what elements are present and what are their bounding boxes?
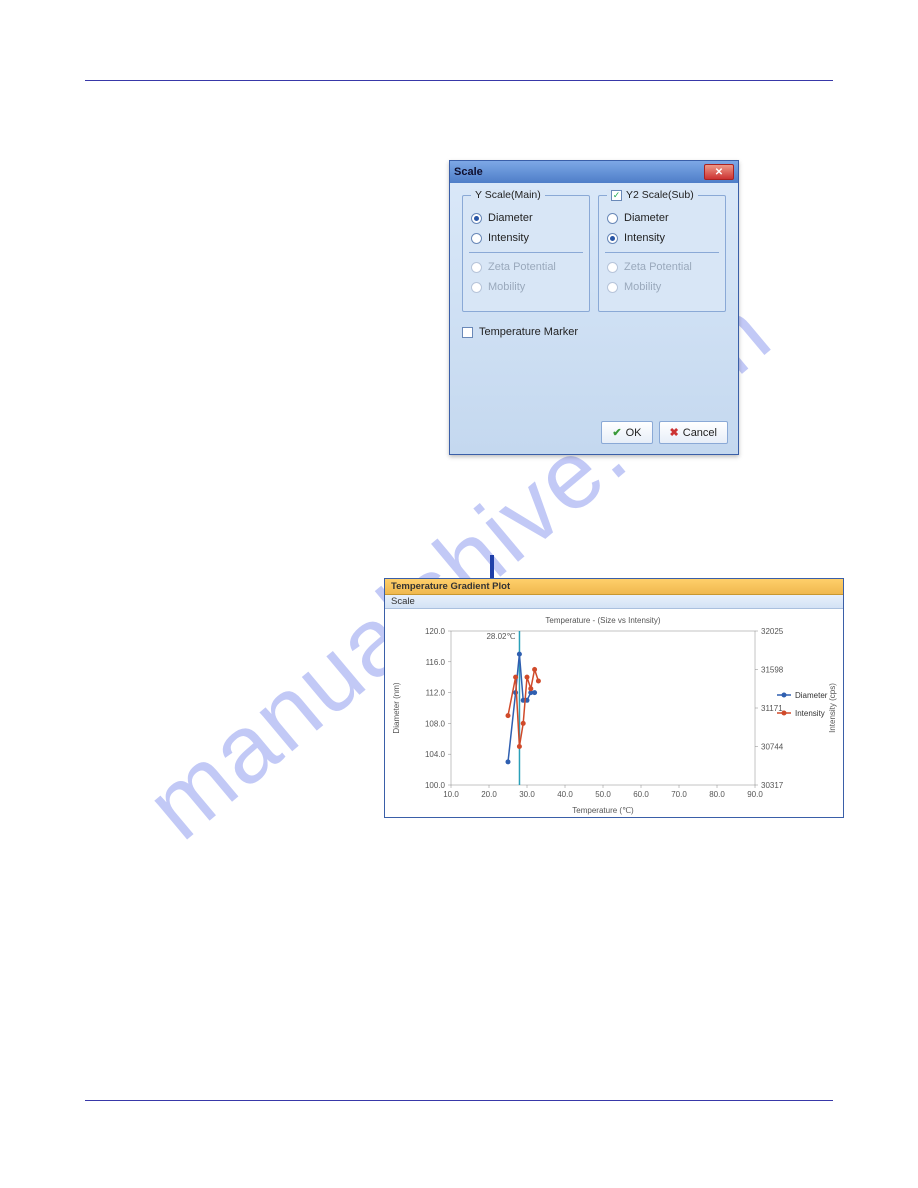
close-icon[interactable]: ✕	[704, 164, 734, 180]
radio-icon	[607, 282, 618, 293]
group-sub-legend-text: Y2 Scale(Sub)	[626, 189, 694, 201]
plot-menu-scale[interactable]: Scale	[385, 595, 843, 609]
radio-icon	[607, 262, 618, 273]
svg-text:10.0: 10.0	[443, 790, 459, 799]
radio-icon	[471, 262, 482, 273]
option-label: Zeta Potential	[488, 261, 556, 273]
svg-text:30.0: 30.0	[519, 790, 535, 799]
radio-icon	[607, 213, 618, 224]
svg-text:32025: 32025	[761, 627, 784, 636]
cancel-button[interactable]: ✖ Cancel	[659, 421, 728, 444]
group-sub-legend: ✓ Y2 Scale(Sub)	[607, 189, 698, 201]
svg-text:30317: 30317	[761, 781, 784, 790]
y-main-option: Mobility	[471, 281, 581, 293]
group-y-main: Y Scale(Main) DiameterIntensityZeta Pote…	[462, 195, 590, 312]
svg-text:31171: 31171	[761, 704, 783, 713]
svg-text:112.0: 112.0	[426, 689, 446, 698]
svg-text:Temperature (℃): Temperature (℃)	[572, 806, 634, 815]
svg-text:116.0: 116.0	[426, 658, 446, 667]
scale-dialog: Scale ✕ Y Scale(Main) Diameter Intensity Z…	[449, 160, 739, 455]
dialog-title: Scale	[454, 166, 483, 178]
radio-icon	[471, 282, 482, 293]
svg-text:104.0: 104.0	[425, 750, 446, 759]
option-label: Mobility	[488, 281, 525, 293]
svg-text:120.0: 120.0	[425, 627, 446, 636]
svg-text:20.0: 20.0	[481, 790, 497, 799]
svg-text:Diameter (nm): Diameter (nm)	[392, 682, 401, 733]
plot-area: Temperature - (Size vs Intensity) 10.0 20.…	[385, 609, 843, 817]
svg-text:28.02℃: 28.02℃	[486, 632, 515, 641]
svg-text:100.0: 100.0	[425, 781, 446, 790]
svg-text:30744: 30744	[761, 743, 784, 752]
option-label: Diameter	[624, 212, 669, 224]
ok-label: OK	[626, 427, 642, 439]
svg-text:90.0: 90.0	[747, 790, 763, 799]
y-main-option[interactable]: Diameter	[471, 212, 581, 224]
cancel-label: Cancel	[683, 427, 717, 439]
y2-sub-option[interactable]: Intensity	[607, 232, 717, 244]
check-icon: ✔	[612, 426, 621, 439]
temperature-marker-checkbox[interactable]	[462, 327, 473, 338]
svg-text:Intensity: Intensity	[795, 709, 825, 718]
dialog-body: Y Scale(Main) Diameter Intensity Zeta Pote…	[450, 183, 738, 350]
temperature-marker-label: Temperature Marker	[479, 326, 578, 338]
radio-icon	[471, 213, 482, 224]
option-label: Zeta Potential	[624, 261, 692, 273]
svg-text:Intensity (cps): Intensity (cps)	[828, 683, 837, 733]
footer-rule	[85, 1100, 833, 1101]
option-label: Diameter	[488, 212, 533, 224]
radio-icon	[471, 233, 482, 244]
y2-enable-checkbox[interactable]: ✓	[611, 190, 622, 201]
option-label: Intensity	[624, 232, 665, 244]
y2-sub-option[interactable]: Diameter	[607, 212, 717, 224]
svg-text:31598: 31598	[761, 666, 784, 675]
option-label: Mobility	[624, 281, 661, 293]
radio-icon	[607, 233, 618, 244]
chart-svg: Temperature - (Size vs Intensity) 10.0 20.…	[385, 609, 843, 817]
cancel-icon: ✖	[670, 426, 679, 439]
svg-text:70.0: 70.0	[671, 790, 687, 799]
svg-text:60.0: 60.0	[633, 790, 649, 799]
ok-button[interactable]: ✔ OK	[601, 421, 652, 444]
y2-sub-option: Mobility	[607, 281, 717, 293]
y-main-option[interactable]: Intensity	[471, 232, 581, 244]
option-label: Intensity	[488, 232, 529, 244]
svg-text:Temperature - (Size vs Intensi: Temperature - (Size vs Intensity)	[545, 616, 660, 625]
group-y2-sub: ✓ Y2 Scale(Sub) DiameterIntensityZeta Po…	[598, 195, 726, 312]
svg-text:Diameter: Diameter	[795, 691, 828, 700]
plot-panel-title[interactable]: Temperature Gradient Plot	[385, 579, 843, 595]
plot-panel: Temperature Gradient Plot Scale Temperat…	[384, 578, 844, 818]
dialog-titlebar[interactable]: Scale ✕	[450, 161, 738, 183]
svg-text:108.0: 108.0	[425, 719, 446, 728]
group-main-legend: Y Scale(Main)	[471, 189, 545, 201]
svg-text:50.0: 50.0	[595, 790, 611, 799]
y2-sub-option: Zeta Potential	[607, 261, 717, 273]
page: manualshive.com Scale ✕ Y Scale(Main) Di…	[0, 0, 918, 1188]
header-rule	[85, 80, 833, 81]
svg-text:40.0: 40.0	[557, 790, 573, 799]
y-main-option: Zeta Potential	[471, 261, 581, 273]
svg-text:80.0: 80.0	[709, 790, 725, 799]
